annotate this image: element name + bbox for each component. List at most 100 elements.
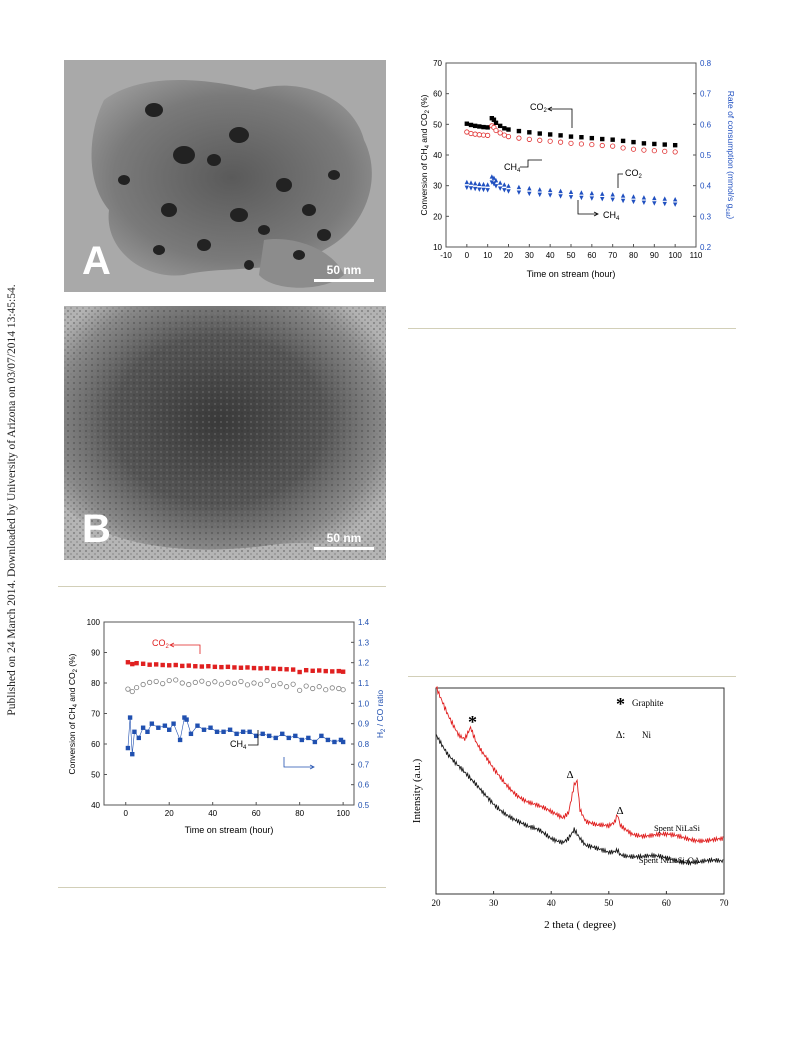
data-point [264, 665, 270, 671]
y2-tick-label: 0.7 [358, 760, 370, 769]
data-point [134, 684, 140, 691]
y2-tick-label: 1.4 [358, 618, 370, 627]
y2-tick-label: 1.1 [358, 679, 370, 688]
ni-peak-marker: Δ [566, 769, 573, 781]
data-point [325, 737, 331, 743]
data-point [672, 196, 678, 202]
series-co2-left [464, 116, 678, 148]
data-point [258, 666, 263, 671]
data-point [245, 665, 250, 670]
data-point [284, 684, 290, 690]
x-tick-label: -10 [440, 251, 452, 260]
legend-label: Graphite [632, 698, 664, 708]
data-point [526, 136, 532, 142]
data-point [238, 665, 244, 670]
divider [408, 676, 736, 677]
data-point [317, 668, 322, 673]
x-tick-label: 20 [165, 809, 174, 818]
data-point [491, 175, 497, 180]
y-tick-label: 90 [91, 649, 100, 658]
y-tick-label: 30 [433, 182, 442, 191]
data-point [253, 733, 259, 739]
data-point [199, 678, 205, 684]
conversion-h2co-chart: 0 20 40 60 80 100 40 50 60 70 80 90 100 0.5 0.6 0.7 0.8 0… [67, 618, 387, 835]
svg-text:CH4: CH4 [603, 210, 620, 222]
data-point [130, 751, 135, 757]
data-point [179, 680, 185, 686]
plot-frame [445, 62, 697, 248]
data-point [306, 735, 311, 741]
y-tick-label: 100 [87, 618, 101, 627]
h2co-series-arrow [283, 757, 315, 770]
data-point [130, 661, 135, 667]
data-point [558, 133, 563, 138]
tem-image-a: A 50 nm [64, 60, 386, 292]
data-point [485, 132, 491, 138]
data-point [240, 729, 246, 734]
x-axis-title: 2 theta ( degree) [544, 919, 616, 931]
y-axis-title: Conversion of CH4 and CO2 (%) [419, 94, 431, 215]
x-tick-label: 100 [336, 809, 350, 818]
data-point [323, 668, 328, 674]
co2-series-label-2: CO2 [617, 168, 643, 188]
data-point [234, 731, 239, 737]
data-point [631, 139, 636, 145]
data-point [260, 731, 265, 737]
data-point [489, 180, 495, 185]
data-point [271, 666, 276, 671]
x-tick-label: 30 [525, 251, 534, 260]
data-point [277, 666, 283, 672]
divider [58, 586, 386, 587]
data-point [557, 139, 564, 145]
data-point [589, 196, 595, 201]
data-point [568, 140, 574, 146]
data-point [201, 727, 207, 732]
x-tick-label: 30 [489, 898, 499, 908]
x-tick-label: 110 [690, 251, 703, 260]
ch4-series-label: CH4 [230, 730, 259, 751]
data-point [464, 129, 470, 135]
data-point [493, 184, 499, 189]
data-point [493, 120, 499, 125]
data-point [501, 132, 507, 138]
divider [58, 887, 386, 888]
data-point [186, 681, 192, 688]
data-point [251, 665, 257, 671]
data-point [136, 735, 141, 741]
data-point [127, 715, 133, 720]
series-h2co-right [125, 715, 346, 757]
y-tick-label: 70 [433, 59, 442, 68]
data-point [662, 148, 668, 154]
data-point [568, 189, 574, 194]
data-point [652, 201, 657, 206]
svg-text:CO2: CO2 [152, 638, 170, 650]
data-point [270, 682, 277, 689]
data-point [310, 668, 315, 673]
data-point [516, 190, 522, 195]
data-point [620, 198, 626, 204]
legend-symbol: Δ: [616, 730, 625, 741]
y2-tick-label: 0.7 [700, 90, 712, 99]
data-point [497, 180, 503, 185]
data-point [147, 679, 153, 685]
data-point [589, 141, 595, 148]
data-point [472, 186, 478, 192]
data-point [600, 136, 605, 142]
x-tick-label: 40 [547, 898, 557, 908]
co2-series-label-1: CO2 [530, 102, 573, 128]
x-tick-label: 70 [608, 251, 617, 260]
data-point [231, 680, 238, 686]
x-tick-label: 20 [504, 251, 513, 260]
data-point [672, 142, 678, 148]
x-tick-label: 0 [124, 809, 129, 818]
data-point [129, 688, 135, 695]
ch4-series-label-2: CH4 [577, 200, 620, 222]
data-point [336, 685, 342, 692]
y-tick-label: 50 [433, 120, 442, 129]
data-point [568, 134, 574, 139]
y-tick-label: 20 [433, 212, 442, 221]
data-point [206, 664, 211, 669]
series-line [127, 716, 344, 755]
x-axis-title: Time on stream (hour) [185, 825, 274, 835]
data-point [485, 188, 490, 193]
